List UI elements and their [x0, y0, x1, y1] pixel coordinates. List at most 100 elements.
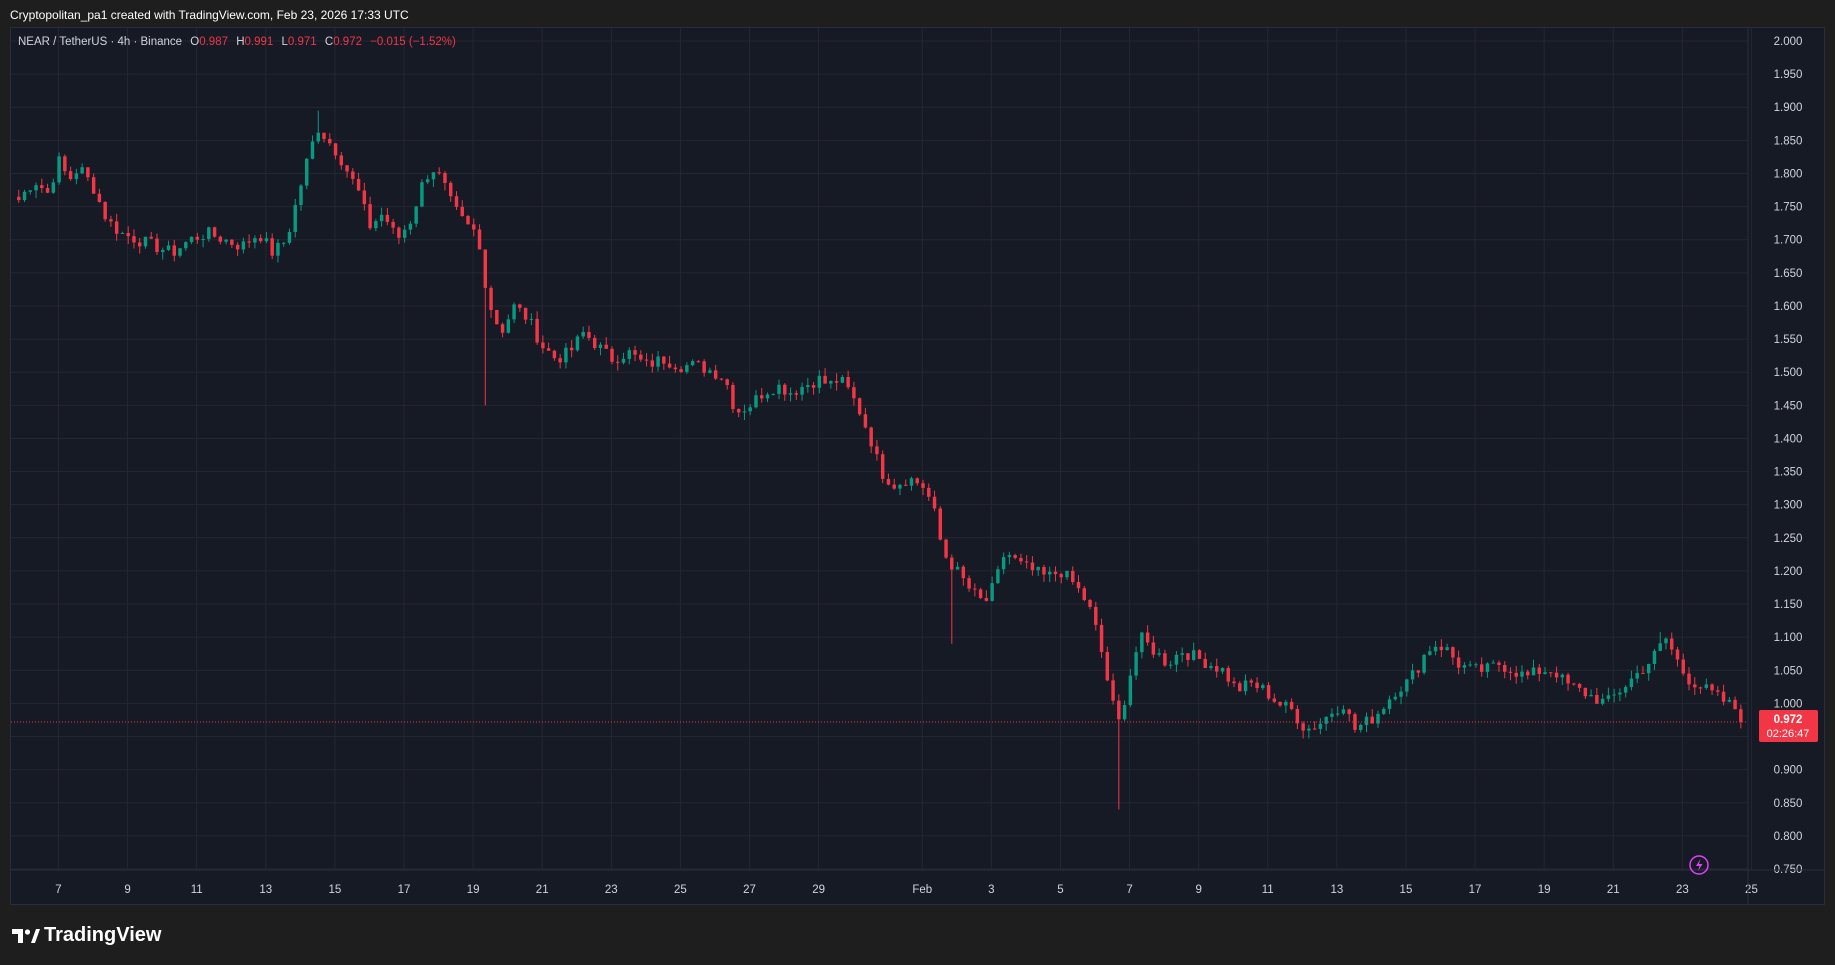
candle-body — [1451, 647, 1455, 658]
candle-body — [1405, 679, 1409, 692]
candle-body — [1168, 664, 1173, 666]
candle-body — [1721, 691, 1726, 702]
y-tick-label: 1.350 — [1774, 467, 1803, 479]
candle-body — [155, 238, 159, 253]
candle-body — [1675, 649, 1680, 660]
candle-body — [679, 369, 683, 372]
candle-body — [771, 393, 775, 395]
candle-body — [1739, 709, 1743, 722]
x-tick-label: 21 — [1607, 884, 1620, 896]
candle-body — [1641, 672, 1645, 674]
candle-body — [40, 185, 44, 189]
y-tick-label: 1.200 — [1774, 566, 1803, 578]
candle-body — [1117, 700, 1121, 720]
candle-body — [224, 239, 228, 242]
candle-body — [1583, 687, 1588, 697]
candle-body — [840, 377, 845, 383]
tradingview-brand[interactable]: TradingView — [12, 924, 161, 947]
candle-body — [696, 361, 701, 363]
candle-body — [1151, 642, 1156, 655]
candle-body — [184, 242, 188, 249]
candle-body — [368, 204, 372, 229]
candle-body — [944, 539, 948, 558]
y-tick-label: 1.750 — [1774, 202, 1803, 214]
y-tick-label: 1.900 — [1774, 102, 1803, 114]
candle-body — [328, 138, 332, 144]
candle-body — [904, 484, 908, 486]
candle-body — [408, 223, 413, 230]
candle-body — [339, 155, 344, 166]
candle-body — [1295, 708, 1300, 724]
candle-body — [1652, 650, 1657, 664]
candle-body — [1618, 692, 1622, 695]
candle-body — [103, 201, 107, 220]
candle-body — [34, 185, 38, 191]
candle-body — [17, 196, 21, 201]
candle-body — [662, 356, 666, 364]
candle-body — [1635, 672, 1639, 679]
candle-body — [1364, 716, 1369, 725]
candle-body — [114, 221, 119, 234]
x-tick-label: 7 — [55, 884, 61, 896]
candle-body — [1479, 664, 1484, 672]
candle-body — [1629, 678, 1634, 688]
candle-body — [834, 381, 839, 383]
candle-body — [322, 132, 326, 139]
candle-body — [293, 205, 297, 232]
candle-body — [132, 236, 136, 243]
candle-body — [1589, 694, 1593, 697]
candle-body — [1243, 680, 1248, 692]
candle-body — [794, 393, 799, 395]
change-value: −0.015 (−1.52%) — [370, 36, 456, 48]
candle-body — [1497, 662, 1501, 665]
candle-body — [736, 408, 741, 413]
candle-body — [80, 167, 84, 174]
x-tick-label: 15 — [329, 884, 342, 896]
candle-body — [466, 216, 470, 225]
candle-body — [1013, 555, 1017, 558]
candle-body — [806, 385, 810, 388]
candle-body — [68, 171, 73, 180]
candle-body — [22, 191, 27, 201]
candle-body — [1330, 713, 1334, 717]
candle-body — [1301, 723, 1305, 731]
candle-body — [247, 241, 251, 243]
candle-body — [1180, 653, 1184, 655]
candle-body — [1174, 654, 1179, 665]
candle-body — [189, 236, 194, 243]
y-tick-label: 1.300 — [1774, 500, 1803, 512]
candle-body — [1307, 728, 1311, 731]
high-value: 0.991 — [244, 36, 274, 48]
candle-body — [431, 172, 436, 180]
candle-body — [823, 375, 827, 384]
candle-body — [495, 310, 499, 325]
candle-body — [1312, 728, 1317, 730]
symbol-label[interactable]: NEAR / TetherUS · 4h · Binance — [18, 36, 183, 48]
candle-body — [673, 367, 678, 370]
candle-body — [1698, 687, 1703, 689]
candle-body — [760, 395, 764, 399]
candle-body — [1664, 638, 1668, 644]
candle-body — [708, 370, 712, 373]
candle-body — [379, 214, 384, 222]
candle-body — [1278, 701, 1282, 706]
candle-body — [74, 173, 79, 180]
candle-body — [713, 370, 718, 379]
candle-body — [91, 177, 96, 194]
candle-body — [1456, 657, 1461, 668]
x-tick-label: 17 — [398, 884, 411, 896]
candle-body — [1566, 674, 1570, 684]
candle-body — [1693, 684, 1697, 688]
candle-body — [258, 238, 263, 242]
low-value: 0.971 — [287, 36, 317, 48]
y-tick-label: 1.850 — [1774, 135, 1803, 147]
y-tick-label: 1.000 — [1774, 698, 1803, 710]
candle-body — [1324, 716, 1328, 724]
y-tick-label: 1.250 — [1774, 533, 1803, 545]
ohlc-legend: NEAR / TetherUS · 4h · Binance O0.987 H0… — [18, 36, 456, 48]
candle-body — [1042, 567, 1046, 575]
candle-body — [857, 398, 862, 415]
lightning-icon[interactable] — [1689, 855, 1709, 875]
candle-body — [299, 185, 303, 206]
